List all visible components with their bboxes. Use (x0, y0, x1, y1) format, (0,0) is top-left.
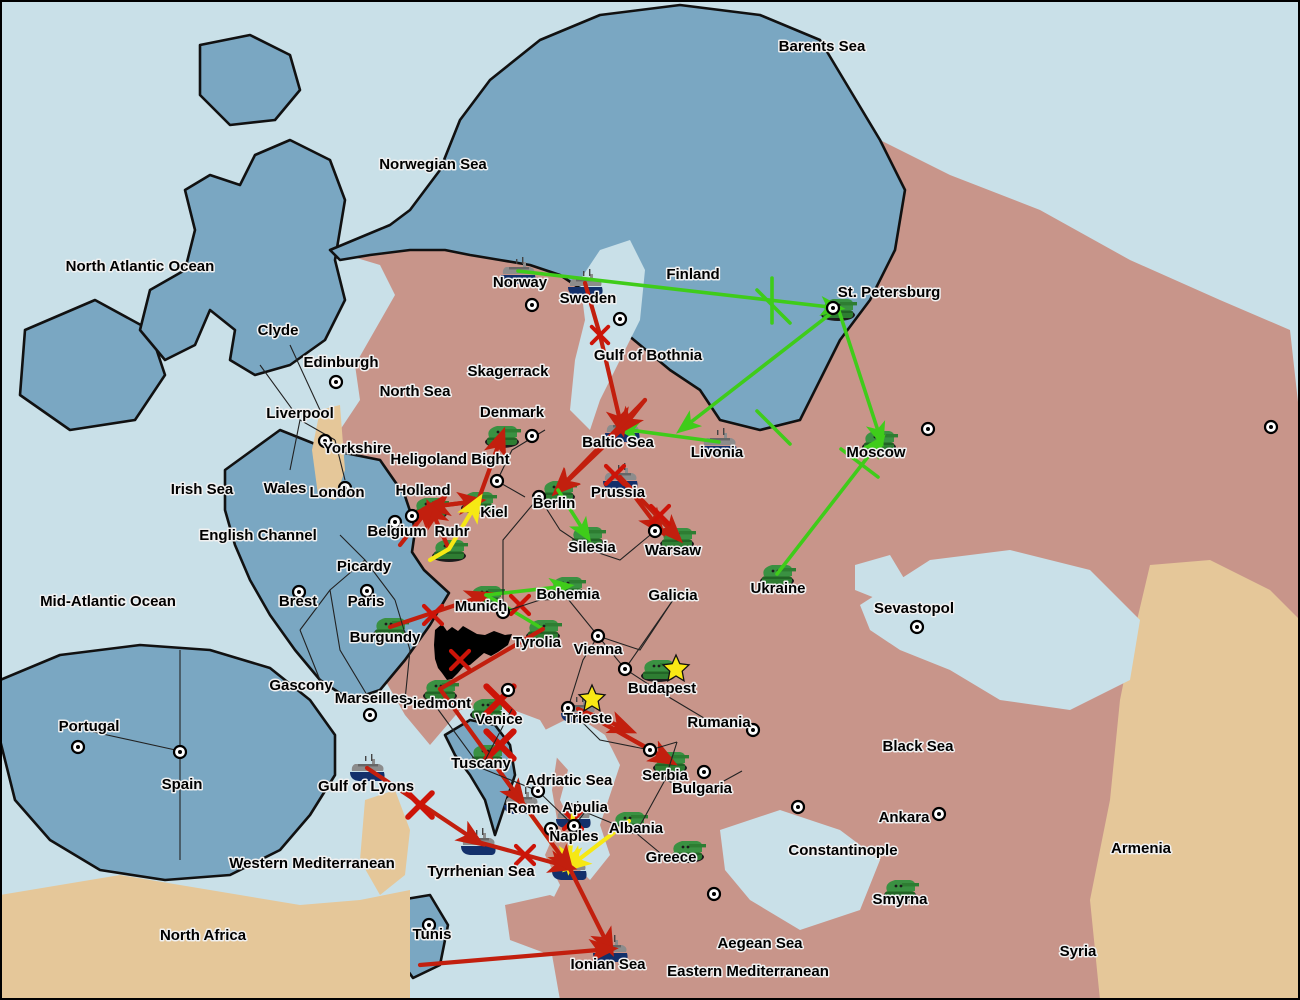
svg-text:Bohemia: Bohemia (536, 586, 600, 603)
svg-text:Norway: Norway (493, 274, 548, 291)
svg-text:Piedmont: Piedmont (403, 695, 471, 712)
svg-text:Baltic Sea: Baltic Sea (582, 434, 654, 451)
svg-text:Finland: Finland (666, 266, 719, 283)
svg-text:Berlin: Berlin (533, 495, 576, 512)
svg-text:Tunis: Tunis (413, 926, 452, 943)
svg-text:Picardy: Picardy (337, 558, 392, 575)
svg-text:London: London (310, 484, 365, 501)
svg-text:Spain: Spain (162, 776, 203, 793)
svg-text:Rome: Rome (507, 800, 549, 817)
svg-text:Adriatic Sea: Adriatic Sea (526, 772, 613, 789)
svg-text:Galicia: Galicia (648, 587, 698, 604)
svg-text:Yorkshire: Yorkshire (323, 440, 391, 457)
svg-text:Tyrrhenian Sea: Tyrrhenian Sea (427, 863, 535, 880)
svg-text:Irish Sea: Irish Sea (171, 481, 234, 498)
svg-text:Albania: Albania (609, 820, 664, 837)
svg-text:Munich: Munich (455, 598, 508, 615)
svg-text:Denmark: Denmark (480, 404, 545, 421)
svg-text:North Sea: North Sea (380, 383, 452, 400)
svg-text:Smyrna: Smyrna (872, 891, 928, 908)
svg-text:Apulia: Apulia (562, 799, 608, 816)
svg-text:Liverpool: Liverpool (266, 405, 334, 422)
svg-text:Edinburgh: Edinburgh (304, 354, 379, 371)
svg-text:North Atlantic Ocean: North Atlantic Ocean (66, 258, 215, 275)
svg-text:Eastern Mediterranean: Eastern Mediterranean (667, 963, 829, 980)
svg-text:Armenia: Armenia (1111, 840, 1172, 857)
svg-text:Silesia: Silesia (568, 539, 616, 556)
svg-text:Budapest: Budapest (628, 680, 696, 697)
svg-text:English Channel: English Channel (199, 527, 317, 544)
svg-text:Holland: Holland (396, 482, 451, 499)
svg-text:Gascony: Gascony (269, 677, 333, 694)
svg-text:Syria: Syria (1060, 943, 1097, 960)
svg-text:Gulf of Bothnia: Gulf of Bothnia (594, 347, 703, 364)
svg-text:Clyde: Clyde (258, 322, 299, 339)
svg-text:Rumania: Rumania (687, 714, 751, 731)
svg-text:Venice: Venice (475, 711, 523, 728)
svg-text:Naples: Naples (549, 828, 598, 845)
svg-text:Sevastopol: Sevastopol (874, 600, 954, 617)
svg-text:Western Mediterranean: Western Mediterranean (229, 855, 395, 872)
svg-text:Belgium: Belgium (367, 523, 426, 540)
svg-text:Prussia: Prussia (591, 484, 646, 501)
svg-text:Aegean Sea: Aegean Sea (717, 935, 803, 952)
svg-text:Kiel: Kiel (480, 504, 508, 521)
svg-text:Gulf of Lyons: Gulf of Lyons (318, 778, 414, 795)
svg-text:Tyrolia: Tyrolia (513, 634, 562, 651)
svg-text:Heligoland Bight: Heligoland Bight (390, 451, 509, 468)
svg-text:Tuscany: Tuscany (451, 755, 511, 772)
svg-text:Sweden: Sweden (560, 290, 617, 307)
svg-text:Skagerrack: Skagerrack (468, 363, 550, 380)
svg-text:Moscow: Moscow (846, 444, 906, 461)
svg-text:Bulgaria: Bulgaria (672, 780, 733, 797)
svg-text:Vienna: Vienna (574, 641, 624, 658)
svg-text:North Africa: North Africa (160, 927, 247, 944)
svg-text:Ankara: Ankara (879, 809, 931, 826)
svg-text:Livonia: Livonia (691, 444, 744, 461)
svg-text:Ionian Sea: Ionian Sea (570, 956, 646, 973)
svg-text:Trieste: Trieste (564, 710, 612, 727)
svg-text:Black Sea: Black Sea (883, 738, 955, 755)
svg-text:Ukraine: Ukraine (750, 580, 805, 597)
svg-text:Norwegian Sea: Norwegian Sea (379, 156, 487, 173)
svg-text:Mid-Atlantic Ocean: Mid-Atlantic Ocean (40, 593, 176, 610)
svg-text:Portugal: Portugal (59, 718, 120, 735)
svg-text:Barents Sea: Barents Sea (779, 38, 866, 55)
svg-text:Greece: Greece (646, 849, 697, 866)
svg-text:Paris: Paris (348, 593, 385, 610)
svg-text:Brest: Brest (279, 593, 317, 610)
svg-text:St. Petersburg: St. Petersburg (838, 284, 941, 301)
svg-text:Constantinople: Constantinople (788, 842, 897, 859)
svg-text:Ruhr: Ruhr (435, 523, 470, 540)
svg-text:Warsaw: Warsaw (645, 542, 701, 559)
svg-text:Wales: Wales (264, 480, 307, 497)
svg-text:Marseilles: Marseilles (335, 690, 408, 707)
svg-text:Burgundy: Burgundy (350, 629, 421, 646)
